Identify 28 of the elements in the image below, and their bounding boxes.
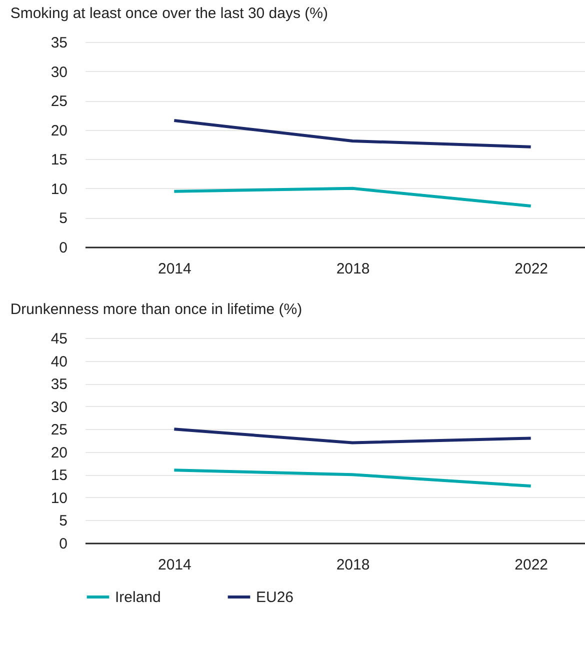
y-tick-label: 40: [50, 353, 68, 370]
chart-title: Drunkenness more than once in lifetime (%): [10, 301, 302, 318]
y-tick-label: 10: [50, 490, 68, 507]
y-tick-label: 45: [50, 330, 68, 348]
x-tick-label: 2018: [336, 260, 370, 278]
y-tick-label: 10: [50, 180, 68, 198]
x-tick-label: 2022: [514, 556, 548, 574]
y-tick-label: 30: [50, 64, 68, 81]
legend-label: EU26: [256, 589, 294, 606]
y-tick-label: 30: [50, 398, 68, 416]
legend-label: Ireland: [115, 589, 161, 606]
y-tick-label: 5: [59, 210, 68, 228]
x-tick-label: 2022: [514, 260, 548, 278]
y-tick-label: 0: [59, 240, 68, 256]
y-tick-label: 25: [50, 422, 68, 439]
y-tick-label: 0: [59, 536, 68, 552]
y-tick-label: 20: [50, 122, 68, 140]
chart-title: Smoking at least once over the last 30 days (%): [10, 5, 328, 22]
y-tick-label: 15: [50, 467, 68, 484]
y-tick-label: 35: [50, 376, 68, 394]
x-tick-label: 2014: [158, 556, 192, 574]
x-tick-label: 2014: [158, 260, 192, 278]
y-tick-label: 35: [50, 34, 68, 52]
x-tick-label: 2018: [336, 556, 370, 574]
y-tick-label: 5: [59, 512, 68, 530]
y-tick-label: 25: [50, 93, 68, 110]
y-tick-label: 20: [50, 444, 68, 462]
y-tick-label: 15: [50, 152, 68, 169]
